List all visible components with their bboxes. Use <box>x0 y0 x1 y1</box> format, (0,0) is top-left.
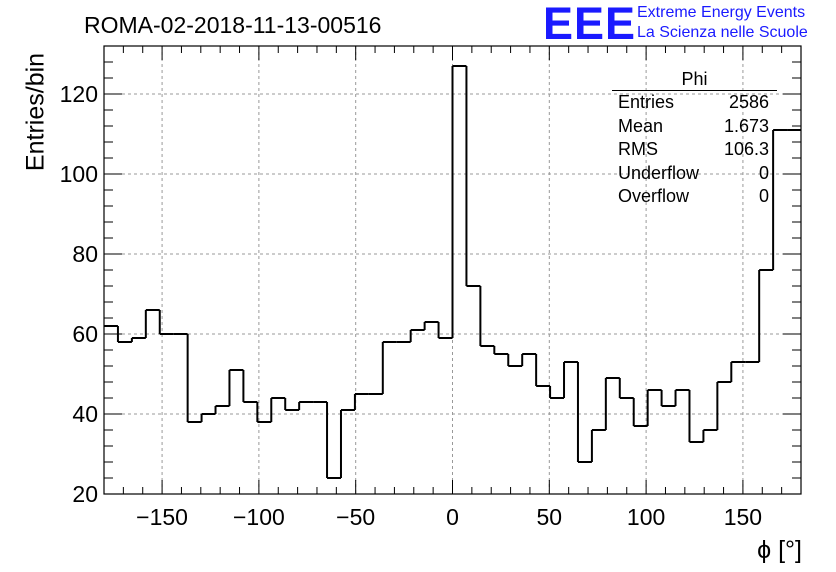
stats-label: Entries <box>618 92 675 112</box>
stats-label: Overflow <box>618 186 690 206</box>
x-tick-label: 0 <box>446 504 459 530</box>
x-tick-label: −50 <box>336 504 375 530</box>
stats-row: Underflow 0 <box>612 162 777 186</box>
x-axis-label: ϕ [°] <box>757 536 802 564</box>
x-tick-label: 150 <box>724 504 762 530</box>
stats-label: Mean <box>618 115 664 136</box>
stats-value: 106.3 <box>723 139 769 159</box>
y-tick-label: 100 <box>60 161 98 187</box>
stats-title: Phi <box>612 68 777 91</box>
stats-label: Underflow <box>618 162 700 183</box>
stats-label: RMS <box>618 139 658 159</box>
y-axis-label: Entries/bin <box>21 52 50 172</box>
chart-title: ROMA-02-2018-11-13-00516 <box>84 12 382 38</box>
y-tick-label: 120 <box>60 81 98 107</box>
stats-row: Mean 1.673 <box>612 115 777 139</box>
y-tick-label: 60 <box>72 321 98 347</box>
logo-line-2: La Scienza nelle Scuole <box>637 24 808 41</box>
stats-row: RMS 106.3 <box>612 138 777 162</box>
stats-value: 1.673 <box>723 115 769 136</box>
eee-logo-mark: EEE <box>543 0 637 49</box>
x-tick-label: −100 <box>233 504 285 530</box>
x-tick-label: 100 <box>627 504 665 530</box>
x-tick-label: −150 <box>136 504 188 530</box>
stats-row: Overflow 0 <box>612 185 777 209</box>
stats-value: 0 <box>758 162 769 183</box>
y-tick-label: 80 <box>72 241 98 267</box>
stats-value: 2586 <box>728 92 769 112</box>
stats-row: Entries 2586 <box>612 91 777 115</box>
y-tick-label: 20 <box>72 481 98 507</box>
x-tick-label: 50 <box>537 504 563 530</box>
logo-line-1: Extreme Energy Events <box>637 4 806 21</box>
stats-box: Phi Entries 2586 Mean 1.673 RMS 106.3 Under… <box>612 68 777 209</box>
stats-value: 0 <box>758 186 769 206</box>
y-tick-label: 40 <box>72 401 98 427</box>
